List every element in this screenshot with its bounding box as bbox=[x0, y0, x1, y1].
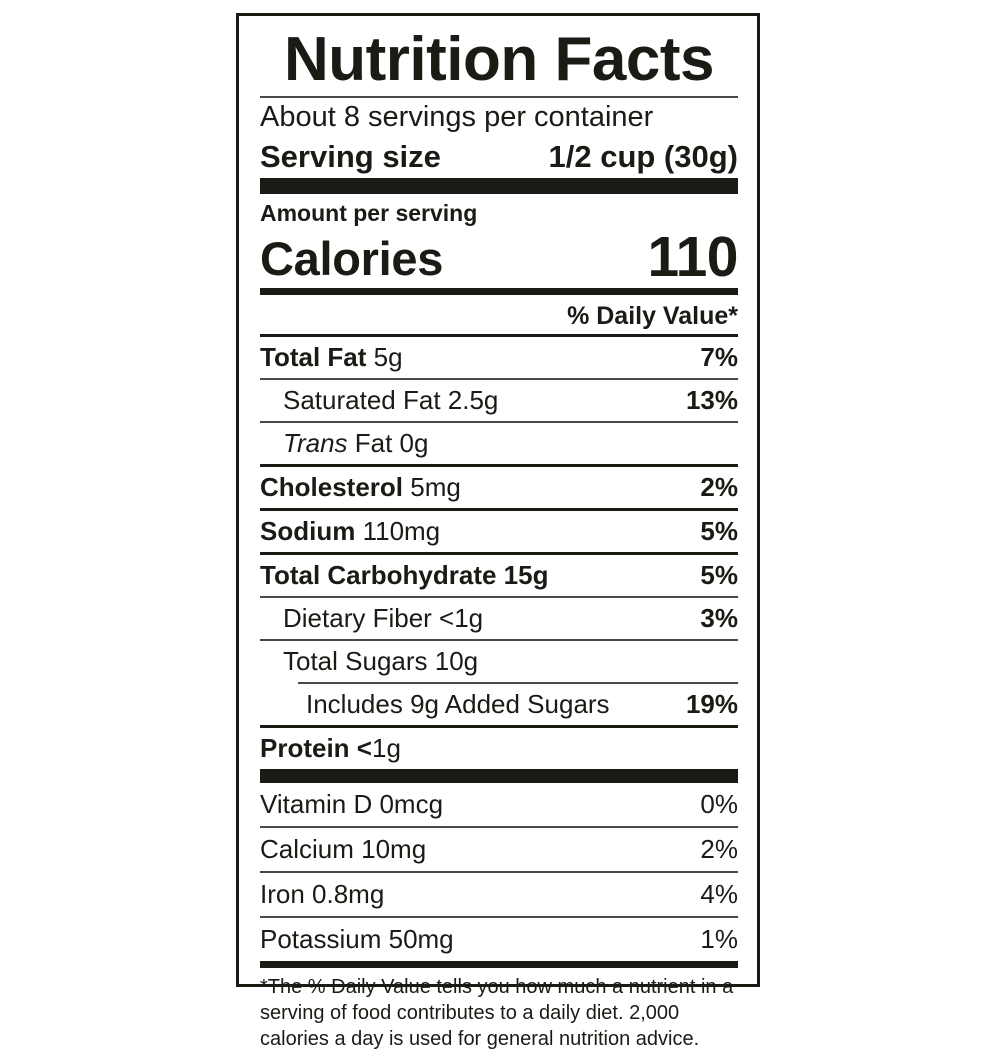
page-title: Nutrition Facts bbox=[284, 25, 714, 94]
calories-label: Calories bbox=[260, 232, 444, 285]
divider-row bbox=[260, 871, 738, 873]
divider-row bbox=[260, 508, 738, 511]
total-fat-amount: 5g bbox=[373, 342, 403, 372]
divider-row bbox=[260, 464, 738, 467]
micronutrient-row-potassium: Potassium 50mg 1% bbox=[260, 918, 738, 961]
calories-value: 110 bbox=[647, 225, 739, 289]
added-sugars-label: Includes 9g Added Sugars bbox=[306, 689, 610, 719]
saturated-fat-label: Saturated Fat 2.5g bbox=[283, 385, 499, 415]
total-carbohydrate-label-group: Total Carbohydrate 15g bbox=[260, 559, 690, 592]
nutrient-row-total-sugars: Total Sugars 10g bbox=[260, 641, 738, 682]
iron-label: Iron 0.8mg bbox=[260, 879, 385, 909]
trans-fat-label: Trans Fat 0g bbox=[260, 427, 728, 460]
potassium-dv: 1% bbox=[700, 924, 738, 954]
nutrient-row-total-fat: Total Fat 5g 7% bbox=[260, 337, 738, 378]
trans-fat-amount: Fat 0g bbox=[354, 428, 429, 458]
vitamin-d-label: Vitamin D 0mcg bbox=[260, 789, 444, 819]
total-fat-label: Total Fat bbox=[260, 342, 367, 372]
sodium-amount: 110mg bbox=[362, 516, 441, 546]
cholesterol-label: Cholesterol bbox=[260, 472, 404, 502]
protein-label: Protein < bbox=[260, 733, 372, 763]
divider-row bbox=[260, 421, 738, 423]
divider-row bbox=[260, 552, 738, 555]
calcium-dv: 2% bbox=[700, 834, 738, 864]
nutrient-row-total-carbohydrate: Total Carbohydrate 15g 5% bbox=[260, 555, 738, 596]
daily-value-header: % Daily Value* bbox=[567, 302, 738, 330]
total-carbohydrate-dv: 5% bbox=[700, 560, 738, 590]
sodium-dv: 5% bbox=[700, 516, 738, 546]
amount-per-serving-label: Amount per serving bbox=[260, 200, 478, 226]
added-sugars-dv: 19% bbox=[685, 689, 738, 719]
serving-size-label: Serving size bbox=[260, 139, 441, 174]
divider-thick-micronutrients bbox=[260, 769, 738, 783]
divider-row bbox=[260, 596, 738, 598]
nutrition-facts-panel: Nutrition Facts About 8 servings per con… bbox=[236, 13, 760, 1050]
nutrient-row-added-sugars: Includes 9g Added Sugars 19% bbox=[260, 684, 738, 725]
cholesterol-dv: 2% bbox=[700, 472, 738, 502]
micronutrient-row-calcium: Calcium 10mg 2% bbox=[260, 828, 738, 871]
protein-amount: 1g bbox=[371, 733, 401, 763]
divider-row bbox=[260, 639, 738, 641]
total-sugars-label: Total Sugars 10g bbox=[283, 646, 479, 676]
cholesterol-label-group: Cholesterol 5mg bbox=[260, 471, 690, 504]
nutrient-row-dietary-fiber: Dietary Fiber <1g 3% bbox=[260, 598, 738, 639]
divider-under-dv-header bbox=[260, 334, 738, 337]
divider-under-title bbox=[260, 96, 738, 98]
trans-fat-italic-prefix: Trans bbox=[283, 428, 348, 458]
cholesterol-amount: 5mg bbox=[410, 472, 461, 502]
saturated-fat-dv: 13% bbox=[685, 385, 738, 415]
total-carbohydrate-label: Total Carbohydrate 15g bbox=[260, 560, 549, 590]
servings-per-container: About 8 servings per container bbox=[260, 101, 654, 133]
calcium-label: Calcium 10mg bbox=[260, 834, 427, 864]
iron-dv: 4% bbox=[700, 879, 738, 909]
serving-size-value: 1/2 cup (30g) bbox=[548, 139, 739, 174]
sodium-label-group: Sodium 110mg bbox=[260, 515, 690, 548]
daily-value-footnote: *The % Daily Value tells you how much a … bbox=[260, 976, 734, 1050]
serving-size-row: Serving size 1/2 cup (30g) bbox=[260, 136, 738, 178]
vitamin-d-dv: 0% bbox=[700, 789, 738, 819]
screenshot-canvas: Nutrition Facts About 8 servings per con… bbox=[236, 13, 760, 1050]
nutrient-name-total-fat: Total Fat 5g bbox=[260, 341, 690, 374]
calories-row: Calories 110 bbox=[260, 225, 739, 289]
protein-label-group: Protein <1g bbox=[260, 732, 728, 765]
divider-row bbox=[260, 378, 738, 380]
divider-row bbox=[260, 725, 738, 728]
sodium-label: Sodium bbox=[260, 516, 356, 546]
nutrient-row-cholesterol: Cholesterol 5mg 2% bbox=[260, 467, 738, 508]
dietary-fiber-label: Dietary Fiber <1g bbox=[283, 603, 484, 633]
nutrient-row-sodium: Sodium 110mg 5% bbox=[260, 511, 738, 552]
nutrient-row-saturated-fat: Saturated Fat 2.5g 13% bbox=[260, 380, 738, 421]
divider-row-indented bbox=[298, 682, 738, 684]
divider-row bbox=[260, 826, 738, 828]
dietary-fiber-dv: 3% bbox=[700, 603, 738, 633]
divider-row bbox=[260, 916, 738, 918]
total-fat-dv: 7% bbox=[700, 342, 738, 372]
micronutrient-row-vitamin-d: Vitamin D 0mcg 0% bbox=[260, 783, 738, 826]
nutrient-row-trans-fat: Trans Fat 0g bbox=[260, 423, 738, 464]
divider-above-footnote bbox=[260, 961, 738, 968]
potassium-label: Potassium 50mg bbox=[260, 924, 454, 954]
nutrition-facts-content: Nutrition Facts About 8 servings per con… bbox=[260, 22, 739, 1052]
divider-thick-top bbox=[260, 178, 738, 194]
divider-under-calories bbox=[260, 288, 738, 295]
nutrient-row-protein: Protein <1g bbox=[260, 728, 738, 769]
micronutrient-row-iron: Iron 0.8mg 4% bbox=[260, 873, 738, 916]
